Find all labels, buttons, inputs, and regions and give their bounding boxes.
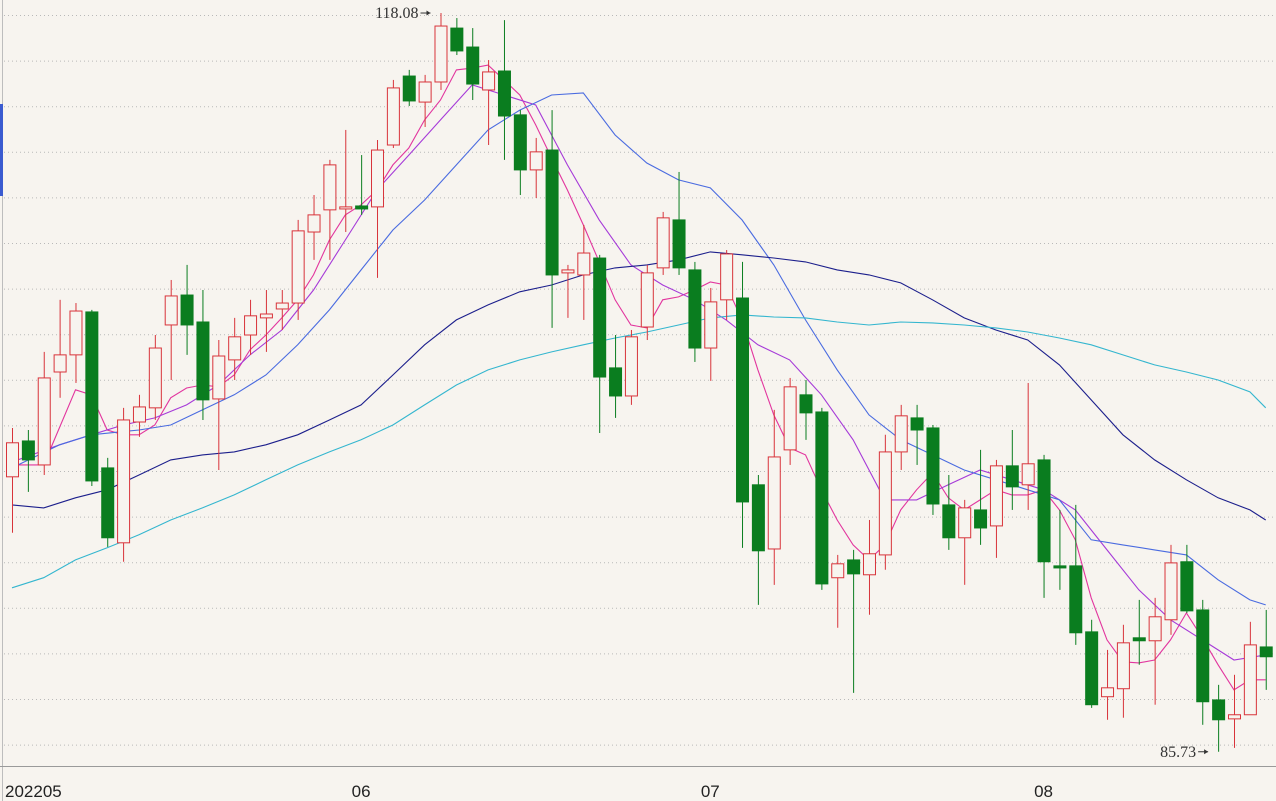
candle-body [894,415,908,453]
extreme-arrowhead [1204,749,1209,755]
candle-body [1021,463,1035,486]
candle-body [164,295,178,326]
candle-body [418,81,432,103]
candle-body [1227,714,1241,720]
candle-body [323,164,337,211]
candle-body [450,27,464,52]
candle-body [1243,644,1257,716]
candle-body [799,394,813,414]
candle-body [974,509,988,529]
candle-body [545,149,559,276]
extreme-label: 118.08 [375,5,418,22]
candle-body [180,294,194,326]
candle-body [37,377,51,466]
candle-body [736,297,750,503]
candle-body [371,149,385,208]
candle-body [577,252,591,276]
candle-body [609,367,623,397]
candle-body [656,217,670,269]
candle-body [624,336,638,397]
candle-body [815,411,829,585]
candle-body [529,151,543,171]
candle-body [910,417,924,431]
candle-body [561,269,575,274]
candle-body [101,467,115,539]
x-tick-label: 202205 [5,782,62,801]
candle-body [53,354,67,373]
candle-body [751,484,765,552]
candle-body [355,205,369,210]
candle-body [291,230,305,304]
candle-body [1196,609,1210,703]
candle-body [847,559,861,575]
candle-body [926,427,940,505]
candle-body [1180,561,1194,612]
candle-body [1069,565,1083,634]
extreme-arrowhead [426,10,431,16]
candle-body [1116,642,1130,690]
candle-body [1037,459,1051,563]
labels: 202205 06 07 08 118.08 85.73 [5,5,1209,801]
candle-body [1101,687,1115,698]
candle-body [212,355,226,400]
candle-body [85,311,99,482]
candle-body [228,336,242,361]
candle-body [942,504,956,539]
candle-body [275,302,289,310]
candle-body [783,386,797,451]
candle-body [1132,637,1146,642]
candle-body [117,419,131,544]
candle-body [1148,616,1162,642]
candle-body [862,553,876,576]
candle-body [482,71,496,91]
candle-body [593,257,607,378]
candle-body [21,440,35,461]
x-tick-label: 08 [1034,782,1053,801]
candle-body [878,451,892,556]
candle-body [1164,562,1178,621]
candle-body [513,114,527,171]
candle-body [148,347,162,409]
candle-body [989,465,1003,527]
candle-body [307,214,321,233]
candles [6,13,1273,752]
candle-body [6,442,19,478]
candle-body [434,25,448,83]
candle-body [386,87,400,146]
candle-body [466,46,480,85]
candle-body [704,301,718,349]
x-tick-label: 06 [352,782,371,801]
candle-body [339,206,353,210]
candle-body [259,313,273,319]
candle-body [831,563,845,579]
candle-body [1259,646,1273,658]
ma-line [12,64,1266,691]
candle-body [1005,465,1019,488]
candle-body [1053,565,1067,569]
candle-body [767,456,781,550]
candle-body [672,219,686,269]
x-tick-label: 07 [701,782,720,801]
candle-body [497,70,511,117]
candle-body [132,406,146,423]
candle-body [69,310,83,356]
extreme-label: 85.73 [1160,744,1196,761]
candle-body [244,315,258,336]
candle-body [688,269,702,349]
candle-body [720,253,734,301]
candle-body [640,272,654,328]
candle-body [402,75,416,102]
candle-body [1085,631,1099,706]
scroll-marker [0,104,3,196]
candle-body [958,507,972,539]
candle-body [1212,699,1226,721]
candle-body [196,321,210,401]
